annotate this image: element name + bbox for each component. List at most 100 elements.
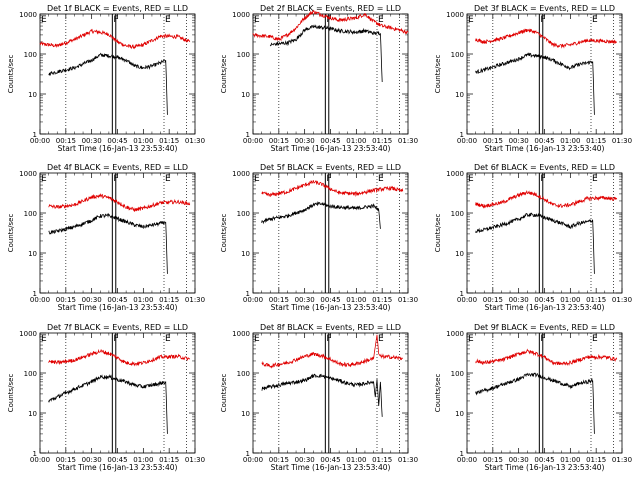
detector-panel-8: Det 8f BLACK = Events, RED = LLD 1 10 100 10… <box>220 323 418 472</box>
panel-title: Det 4f BLACK = Events, RED = LLD <box>47 163 188 172</box>
panel-title: Det 9f BLACK = Events, RED = LLD <box>474 323 615 332</box>
detector-panel-7: Det 7f BLACK = Events, RED = LLD 1 10 100 10… <box>7 323 205 472</box>
attenuator-state-marker: E <box>468 334 474 344</box>
x-axis-label: Start Time (16-Jan-13 23:53:40) <box>485 463 605 472</box>
x-tick-label: 00:30 <box>295 296 315 304</box>
x-tick-label: 00:00 <box>243 137 263 145</box>
attenuator-state-marker: E <box>254 15 260 25</box>
attenuator-state-marker: E <box>165 334 171 344</box>
attenuator-state-marker: F <box>540 334 545 344</box>
x-tick-label: 01:30 <box>185 456 205 464</box>
lld-rate-line <box>48 348 191 367</box>
x-tick-label: 01:30 <box>398 456 418 464</box>
attenuator-state-marker: E <box>254 174 260 184</box>
lld-rate-line <box>48 193 191 212</box>
panel-title: Det 2f BLACK = Events, RED = LLD <box>260 4 401 13</box>
y-tick-label: 100 <box>451 370 464 378</box>
y-tick-label: 100 <box>237 210 250 218</box>
x-tick-label: 00:30 <box>295 456 315 464</box>
attenuator-state-marker: F <box>326 334 331 344</box>
y-tick-label: 100 <box>24 210 37 218</box>
plot-frame <box>466 332 623 454</box>
attenuator-state-marker: E <box>378 15 384 25</box>
x-tick-label: 00:00 <box>30 296 50 304</box>
y-tick-label: 10 <box>241 250 250 258</box>
x-tick-label: 00:00 <box>243 296 263 304</box>
x-tick-label: 01:15 <box>586 137 606 145</box>
x-tick-label: 01:00 <box>346 296 366 304</box>
y-tick-label: 1000 <box>446 11 464 19</box>
x-tick-label: 01:15 <box>159 296 179 304</box>
attenuator-state-marker: F <box>113 174 118 184</box>
x-tick-label: 00:30 <box>82 137 102 145</box>
attenuator-state-marker: E <box>592 174 598 184</box>
x-tick-label: 01:30 <box>185 137 205 145</box>
x-tick-label: 01:30 <box>612 137 632 145</box>
attenuator-state-marker: E <box>254 334 260 344</box>
x-tick-label: 01:15 <box>586 296 606 304</box>
y-tick-label: 10 <box>28 91 37 99</box>
x-tick-label: 00:15 <box>483 456 503 464</box>
y-tick-label: 1000 <box>19 170 37 178</box>
x-tick-label: 00:30 <box>509 456 529 464</box>
x-tick-label: 01:15 <box>159 137 179 145</box>
y-tick-label: 100 <box>237 370 250 378</box>
y-tick-label: 10 <box>455 410 464 418</box>
detector-panel-5: Det 5f BLACK = Events, RED = LLD 1 10 100 10… <box>220 163 418 312</box>
y-axis-label: Counts/sec <box>220 374 228 413</box>
detector-panel-9: Det 9f BLACK = Events, RED = LLD 1 10 100 10… <box>434 323 632 472</box>
x-tick-label: 01:00 <box>133 137 153 145</box>
x-tick-label: 00:45 <box>320 137 340 145</box>
attenuator-state-marker: E <box>592 15 598 25</box>
plot-frame <box>252 332 409 454</box>
detector-panel-2: Det 2f BLACK = Events, RED = LLD 1 10 100 10… <box>220 4 418 153</box>
x-tick-label: 00:45 <box>320 456 340 464</box>
y-axis-label: Counts/sec <box>220 214 228 253</box>
y-tick-label: 100 <box>451 51 464 59</box>
x-axis-label: Start Time (16-Jan-13 23:53:40) <box>485 144 605 153</box>
lld-rate-line <box>475 28 618 49</box>
events-rate-line <box>48 374 168 434</box>
attenuator-state-marker: E <box>41 334 47 344</box>
attenuator-state-marker: E <box>165 15 171 25</box>
events-rate-line <box>269 24 383 83</box>
events-rate-line <box>475 52 595 115</box>
x-tick-label: 00:00 <box>30 456 50 464</box>
x-tick-label: 01:15 <box>372 137 392 145</box>
x-tick-label: 00:00 <box>457 137 477 145</box>
y-axis-label: Counts/sec <box>434 374 442 413</box>
panel-title: Det 1f BLACK = Events, RED = LLD <box>47 4 188 13</box>
y-tick-label: 1000 <box>232 11 250 19</box>
x-tick-label: 00:30 <box>509 296 529 304</box>
x-tick-label: 01:15 <box>372 456 392 464</box>
x-tick-label: 00:00 <box>30 137 50 145</box>
y-tick-label: 10 <box>241 410 250 418</box>
y-tick-label: 1000 <box>232 170 250 178</box>
lld-rate-line <box>475 348 618 366</box>
attenuator-state-marker: F <box>113 15 118 25</box>
y-axis-label: Counts/sec <box>434 214 442 253</box>
x-axis-label: Start Time (16-Jan-13 23:53:40) <box>58 463 178 472</box>
x-tick-label: 01:30 <box>398 137 418 145</box>
x-tick-label: 00:45 <box>534 137 554 145</box>
x-axis-label: Start Time (16-Jan-13 23:53:40) <box>271 463 391 472</box>
y-tick-label: 1 <box>33 450 37 458</box>
y-tick-label: 1 <box>246 290 250 298</box>
panel-title: Det 3f BLACK = Events, RED = LLD <box>474 4 615 13</box>
x-tick-label: 01:15 <box>372 296 392 304</box>
x-tick-label: 01:00 <box>133 296 153 304</box>
y-axis-label: Counts/sec <box>7 374 15 413</box>
events-rate-line <box>475 212 595 274</box>
events-rate-line <box>475 372 595 434</box>
x-tick-label: 01:30 <box>612 456 632 464</box>
y-tick-label: 1 <box>246 450 250 458</box>
x-tick-label: 00:45 <box>107 296 127 304</box>
y-tick-label: 100 <box>451 210 464 218</box>
y-tick-label: 100 <box>237 51 250 59</box>
y-tick-label: 1000 <box>232 330 250 338</box>
x-tick-label: 00:15 <box>56 137 76 145</box>
y-axis-label: Counts/sec <box>434 55 442 94</box>
detector-panel-1: Det 1f BLACK = Events, RED = LLD 1 10 100 10… <box>7 4 205 153</box>
attenuator-state-marker: F <box>326 15 331 25</box>
x-axis-label: Start Time (16-Jan-13 23:53:40) <box>58 144 178 153</box>
